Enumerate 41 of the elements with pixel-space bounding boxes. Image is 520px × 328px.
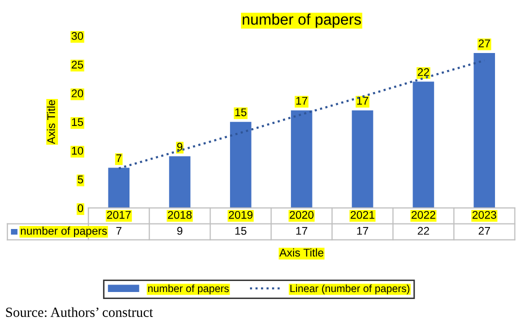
- bar: [290, 110, 312, 208]
- data-label: 27: [478, 226, 490, 235]
- text: 22: [418, 68, 430, 76]
- bar: [108, 168, 130, 208]
- y-tick-label: 10: [72, 146, 84, 155]
- x-tick-label: 2023: [472, 210, 496, 219]
- x-tick-label: 2020: [290, 210, 314, 219]
- x-tick-label: 2019: [228, 210, 253, 219]
- line-series: [118, 59, 486, 170]
- chart-title: number of papers: [242, 14, 361, 28]
- x-tick-label: 2022: [412, 210, 436, 219]
- y-tick-label: 25: [72, 60, 84, 69]
- text: 7: [116, 154, 122, 162]
- y-tick-label: 15: [72, 118, 84, 126]
- data-label: 9: [177, 226, 182, 235]
- text: 27: [478, 39, 490, 48]
- text: 15: [235, 108, 246, 116]
- legend-label: Linear (number of papers): [290, 284, 410, 294]
- x-axis-title: Axis Title: [279, 248, 324, 257]
- data-label: 15: [235, 227, 246, 235]
- legend-label: number of papers: [20, 226, 107, 237]
- text: 17: [296, 96, 308, 105]
- y-axis-title: Axis Title: [46, 100, 56, 144]
- x-tick-label: 2017: [107, 210, 131, 219]
- y-tick-label: 30: [72, 32, 84, 40]
- bar: [230, 122, 252, 208]
- data-label: 7: [116, 227, 122, 235]
- source-note: Source: Authors’ construct: [6, 307, 153, 318]
- x-tick-label: 2021: [350, 210, 374, 219]
- bar: [412, 82, 434, 208]
- bar: [352, 110, 374, 208]
- y-tick-label: 20: [72, 89, 84, 98]
- y-tick-label: 0: [78, 204, 84, 212]
- y-tick-label: 5: [78, 176, 84, 184]
- data-label: 22: [418, 226, 430, 235]
- text: number of papers: [148, 284, 229, 294]
- x-tick-label: 2018: [168, 210, 192, 219]
- data-label: 17: [296, 227, 308, 235]
- data-label: 17: [357, 227, 368, 235]
- bar: [169, 156, 190, 208]
- bar: [474, 52, 496, 208]
